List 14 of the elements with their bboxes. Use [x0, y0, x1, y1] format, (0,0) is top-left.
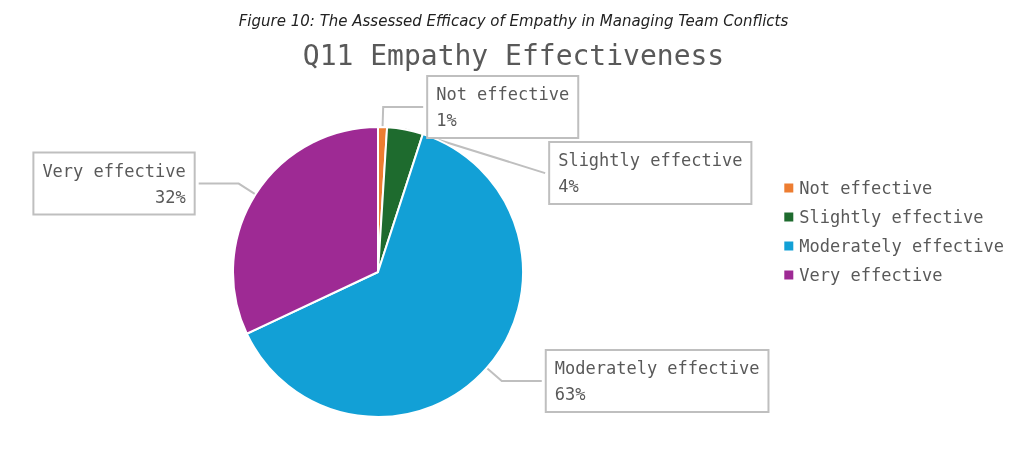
- chart-title: Q11 Empathy Effectiveness: [302, 38, 725, 72]
- caption: Figure 10: The Assessed Efficacy of Empathy in Managing Team Conflicts: [238, 11, 789, 30]
- legend-label: Slightly effective: [799, 207, 984, 227]
- data-label: 4%: [558, 176, 579, 197]
- legend-label: Not effective: [799, 178, 933, 198]
- slice-label: Moderately effective: [554, 358, 760, 379]
- slice-label: Slightly effective: [558, 150, 743, 171]
- legend-label: Very effective: [799, 265, 943, 285]
- data-label: 32%: [154, 186, 186, 207]
- slice-label: Very effective: [42, 160, 186, 181]
- data-label: 1%: [436, 110, 457, 131]
- slice-label: Not effective: [436, 84, 570, 105]
- legend-label: Moderately effective: [799, 236, 1005, 256]
- data-label: 63%: [554, 384, 586, 405]
